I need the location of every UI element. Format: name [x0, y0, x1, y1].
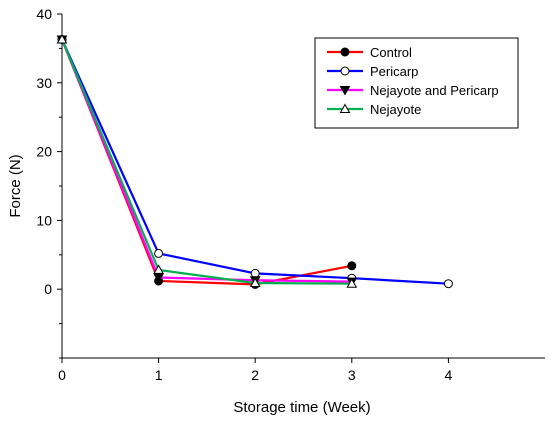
- data-point: [443, 279, 453, 289]
- legend: Control Pericarp Nejayote and Pericarp Neja…: [314, 37, 519, 129]
- x-tick-label: 0: [58, 367, 66, 383]
- data-point: [153, 273, 164, 284]
- series-nejayote-and-pericarp: [56, 35, 358, 288]
- legend-label: Nejayote and Pericarp: [370, 83, 499, 98]
- y-tick-label: 30: [36, 75, 52, 91]
- legend-entry: Pericarp: [327, 64, 418, 79]
- series-nejayote: [56, 33, 358, 288]
- x-tick-label: 1: [155, 367, 163, 383]
- y-tick-label: 10: [36, 212, 52, 228]
- legend-label: Control: [370, 45, 412, 60]
- y-tick-label: 0: [44, 281, 52, 297]
- x-axis-label: Storage time (Week): [233, 399, 370, 416]
- series-control: [57, 34, 357, 289]
- y-tick-label: 40: [36, 6, 52, 22]
- series-line: [60, 39, 352, 285]
- legend-label: Pericarp: [370, 64, 418, 79]
- series-line: [60, 39, 353, 286]
- data-point: [249, 277, 261, 288]
- x-tick-label: 3: [348, 367, 356, 383]
- y-axis-label: Force (N): [7, 154, 24, 217]
- axes: 0 10 20 30 40 0 1 2 3 4: [36, 6, 545, 383]
- legend-entry: Control: [327, 45, 412, 60]
- data-point: [153, 264, 164, 274]
- data-point: [56, 33, 68, 44]
- data-point: [346, 278, 358, 288]
- legend-marker: [340, 47, 350, 57]
- legend-entry: Nejayote: [327, 102, 421, 117]
- data-point: [347, 261, 357, 271]
- x-tick-label: 4: [445, 367, 453, 383]
- series-layer: [56, 33, 453, 289]
- data-point: [154, 248, 164, 258]
- legend-entry: Nejayote and Pericarp: [327, 83, 499, 98]
- legend-marker: [339, 103, 351, 113]
- legend-label: Nejayote: [370, 102, 421, 117]
- y-tick-label: 20: [36, 144, 52, 160]
- legend-marker: [340, 66, 350, 76]
- data-point: [250, 268, 260, 278]
- series-line: [60, 39, 352, 283]
- x-tick-label: 2: [251, 367, 259, 383]
- legend-marker: [339, 86, 351, 96]
